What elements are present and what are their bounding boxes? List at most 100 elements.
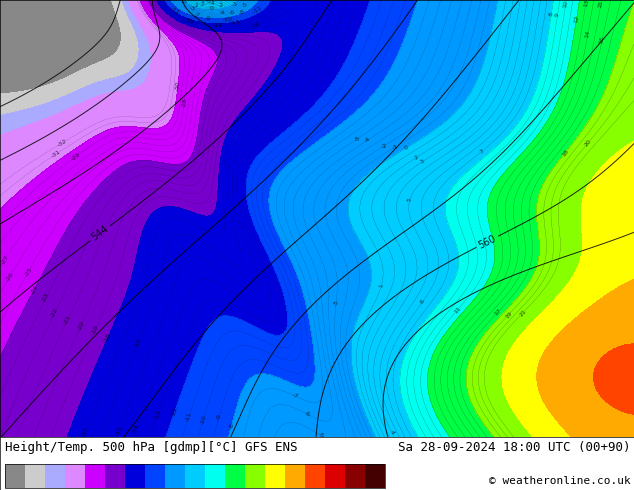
Text: Height/Temp. 500 hPa [gdmp][°C] GFS ENS: Height/Temp. 500 hPa [gdmp][°C] GFS ENS bbox=[5, 441, 297, 454]
Text: © weatheronline.co.uk: © weatheronline.co.uk bbox=[489, 476, 631, 486]
Text: -11: -11 bbox=[184, 412, 193, 422]
Text: -9: -9 bbox=[216, 414, 223, 421]
Text: -9: -9 bbox=[205, 16, 212, 22]
Text: 21: 21 bbox=[518, 308, 527, 318]
Text: 6: 6 bbox=[204, 0, 209, 3]
Text: 17: 17 bbox=[494, 307, 503, 317]
Text: 0: 0 bbox=[404, 145, 410, 151]
Text: 15: 15 bbox=[598, 0, 604, 8]
Text: 18: 18 bbox=[561, 148, 569, 157]
Text: -7: -7 bbox=[292, 392, 299, 400]
Text: -3: -3 bbox=[333, 300, 339, 306]
Text: 19: 19 bbox=[504, 310, 513, 319]
Text: -25: -25 bbox=[24, 266, 33, 277]
Bar bbox=[5, 464, 25, 488]
Bar bbox=[266, 464, 285, 488]
Text: -6: -6 bbox=[303, 410, 311, 417]
Text: -18: -18 bbox=[103, 333, 112, 343]
Text: -29: -29 bbox=[70, 151, 81, 162]
Text: 2: 2 bbox=[413, 154, 419, 161]
Bar bbox=[5, 464, 385, 488]
Bar bbox=[185, 464, 205, 488]
Text: -30: -30 bbox=[175, 80, 181, 91]
Text: 12: 12 bbox=[573, 15, 579, 23]
Text: -2: -2 bbox=[179, 0, 187, 6]
Text: -19: -19 bbox=[91, 324, 100, 335]
Text: 5: 5 bbox=[407, 197, 413, 202]
Text: -10: -10 bbox=[200, 414, 207, 425]
Text: 544: 544 bbox=[89, 224, 110, 243]
Text: -15: -15 bbox=[184, 18, 195, 25]
Text: -4: -4 bbox=[364, 137, 372, 144]
Text: -6: -6 bbox=[228, 10, 236, 16]
Text: -4: -4 bbox=[219, 10, 226, 16]
Text: -2: -2 bbox=[380, 142, 389, 149]
Text: -11: -11 bbox=[252, 5, 264, 15]
Text: 8: 8 bbox=[548, 12, 554, 16]
Text: -23: -23 bbox=[42, 292, 51, 303]
Text: 20: 20 bbox=[584, 138, 593, 147]
Text: -12: -12 bbox=[169, 6, 180, 16]
Text: 560: 560 bbox=[477, 233, 498, 250]
Bar bbox=[45, 464, 65, 488]
Text: -8: -8 bbox=[228, 422, 235, 429]
Text: -1: -1 bbox=[231, 0, 239, 7]
Bar bbox=[225, 464, 245, 488]
Text: 16: 16 bbox=[599, 36, 605, 45]
Text: -5: -5 bbox=[353, 135, 361, 143]
Text: -14: -14 bbox=[133, 423, 141, 434]
Bar bbox=[285, 464, 306, 488]
Text: -27: -27 bbox=[0, 254, 10, 265]
Text: -13: -13 bbox=[153, 409, 162, 420]
Text: -12: -12 bbox=[171, 406, 179, 417]
Text: -15: -15 bbox=[115, 425, 123, 436]
Text: 4: 4 bbox=[210, 1, 215, 6]
Text: -22: -22 bbox=[50, 307, 59, 319]
Text: -24: -24 bbox=[30, 284, 39, 295]
Text: -14: -14 bbox=[212, 23, 223, 28]
Bar bbox=[105, 464, 125, 488]
Text: 3: 3 bbox=[420, 158, 425, 165]
Bar bbox=[325, 464, 346, 488]
Text: 13: 13 bbox=[583, 0, 589, 7]
Bar bbox=[365, 464, 385, 488]
Text: 3: 3 bbox=[199, 1, 204, 7]
Text: 11: 11 bbox=[453, 305, 462, 314]
Text: -10: -10 bbox=[222, 16, 233, 23]
Text: 14: 14 bbox=[585, 29, 591, 38]
Text: 9: 9 bbox=[555, 13, 560, 17]
Text: -16: -16 bbox=[249, 22, 261, 28]
Text: -17: -17 bbox=[81, 426, 90, 438]
Text: -13: -13 bbox=[230, 20, 240, 26]
Text: 5: 5 bbox=[206, 0, 210, 4]
Bar bbox=[65, 464, 85, 488]
Bar bbox=[165, 464, 185, 488]
Text: 10: 10 bbox=[562, 0, 569, 8]
Text: 1: 1 bbox=[193, 2, 198, 8]
Bar bbox=[306, 464, 325, 488]
Bar bbox=[145, 464, 165, 488]
Text: -8: -8 bbox=[238, 9, 245, 16]
Text: 1: 1 bbox=[378, 283, 384, 288]
Bar bbox=[125, 464, 145, 488]
Text: -21: -21 bbox=[63, 314, 72, 325]
Bar bbox=[85, 464, 105, 488]
Bar bbox=[25, 464, 45, 488]
Bar bbox=[205, 464, 225, 488]
Text: -26: -26 bbox=[5, 271, 14, 283]
Text: -28: -28 bbox=[181, 97, 188, 108]
Text: -7: -7 bbox=[193, 12, 200, 18]
Text: Sa 28-09-2024 18:00 UTC (00+90): Sa 28-09-2024 18:00 UTC (00+90) bbox=[398, 441, 631, 454]
Bar bbox=[245, 464, 266, 488]
Text: -5: -5 bbox=[241, 1, 249, 9]
Text: -32: -32 bbox=[56, 138, 68, 147]
Text: -20: -20 bbox=[77, 320, 86, 331]
Text: 7: 7 bbox=[479, 148, 485, 155]
Text: -16: -16 bbox=[134, 338, 142, 349]
Text: 2: 2 bbox=[218, 2, 223, 8]
Text: -3: -3 bbox=[188, 5, 196, 12]
Text: -1: -1 bbox=[392, 143, 399, 150]
Text: -5: -5 bbox=[317, 432, 325, 439]
Text: 0: 0 bbox=[209, 6, 213, 11]
Text: 4: 4 bbox=[389, 429, 395, 435]
